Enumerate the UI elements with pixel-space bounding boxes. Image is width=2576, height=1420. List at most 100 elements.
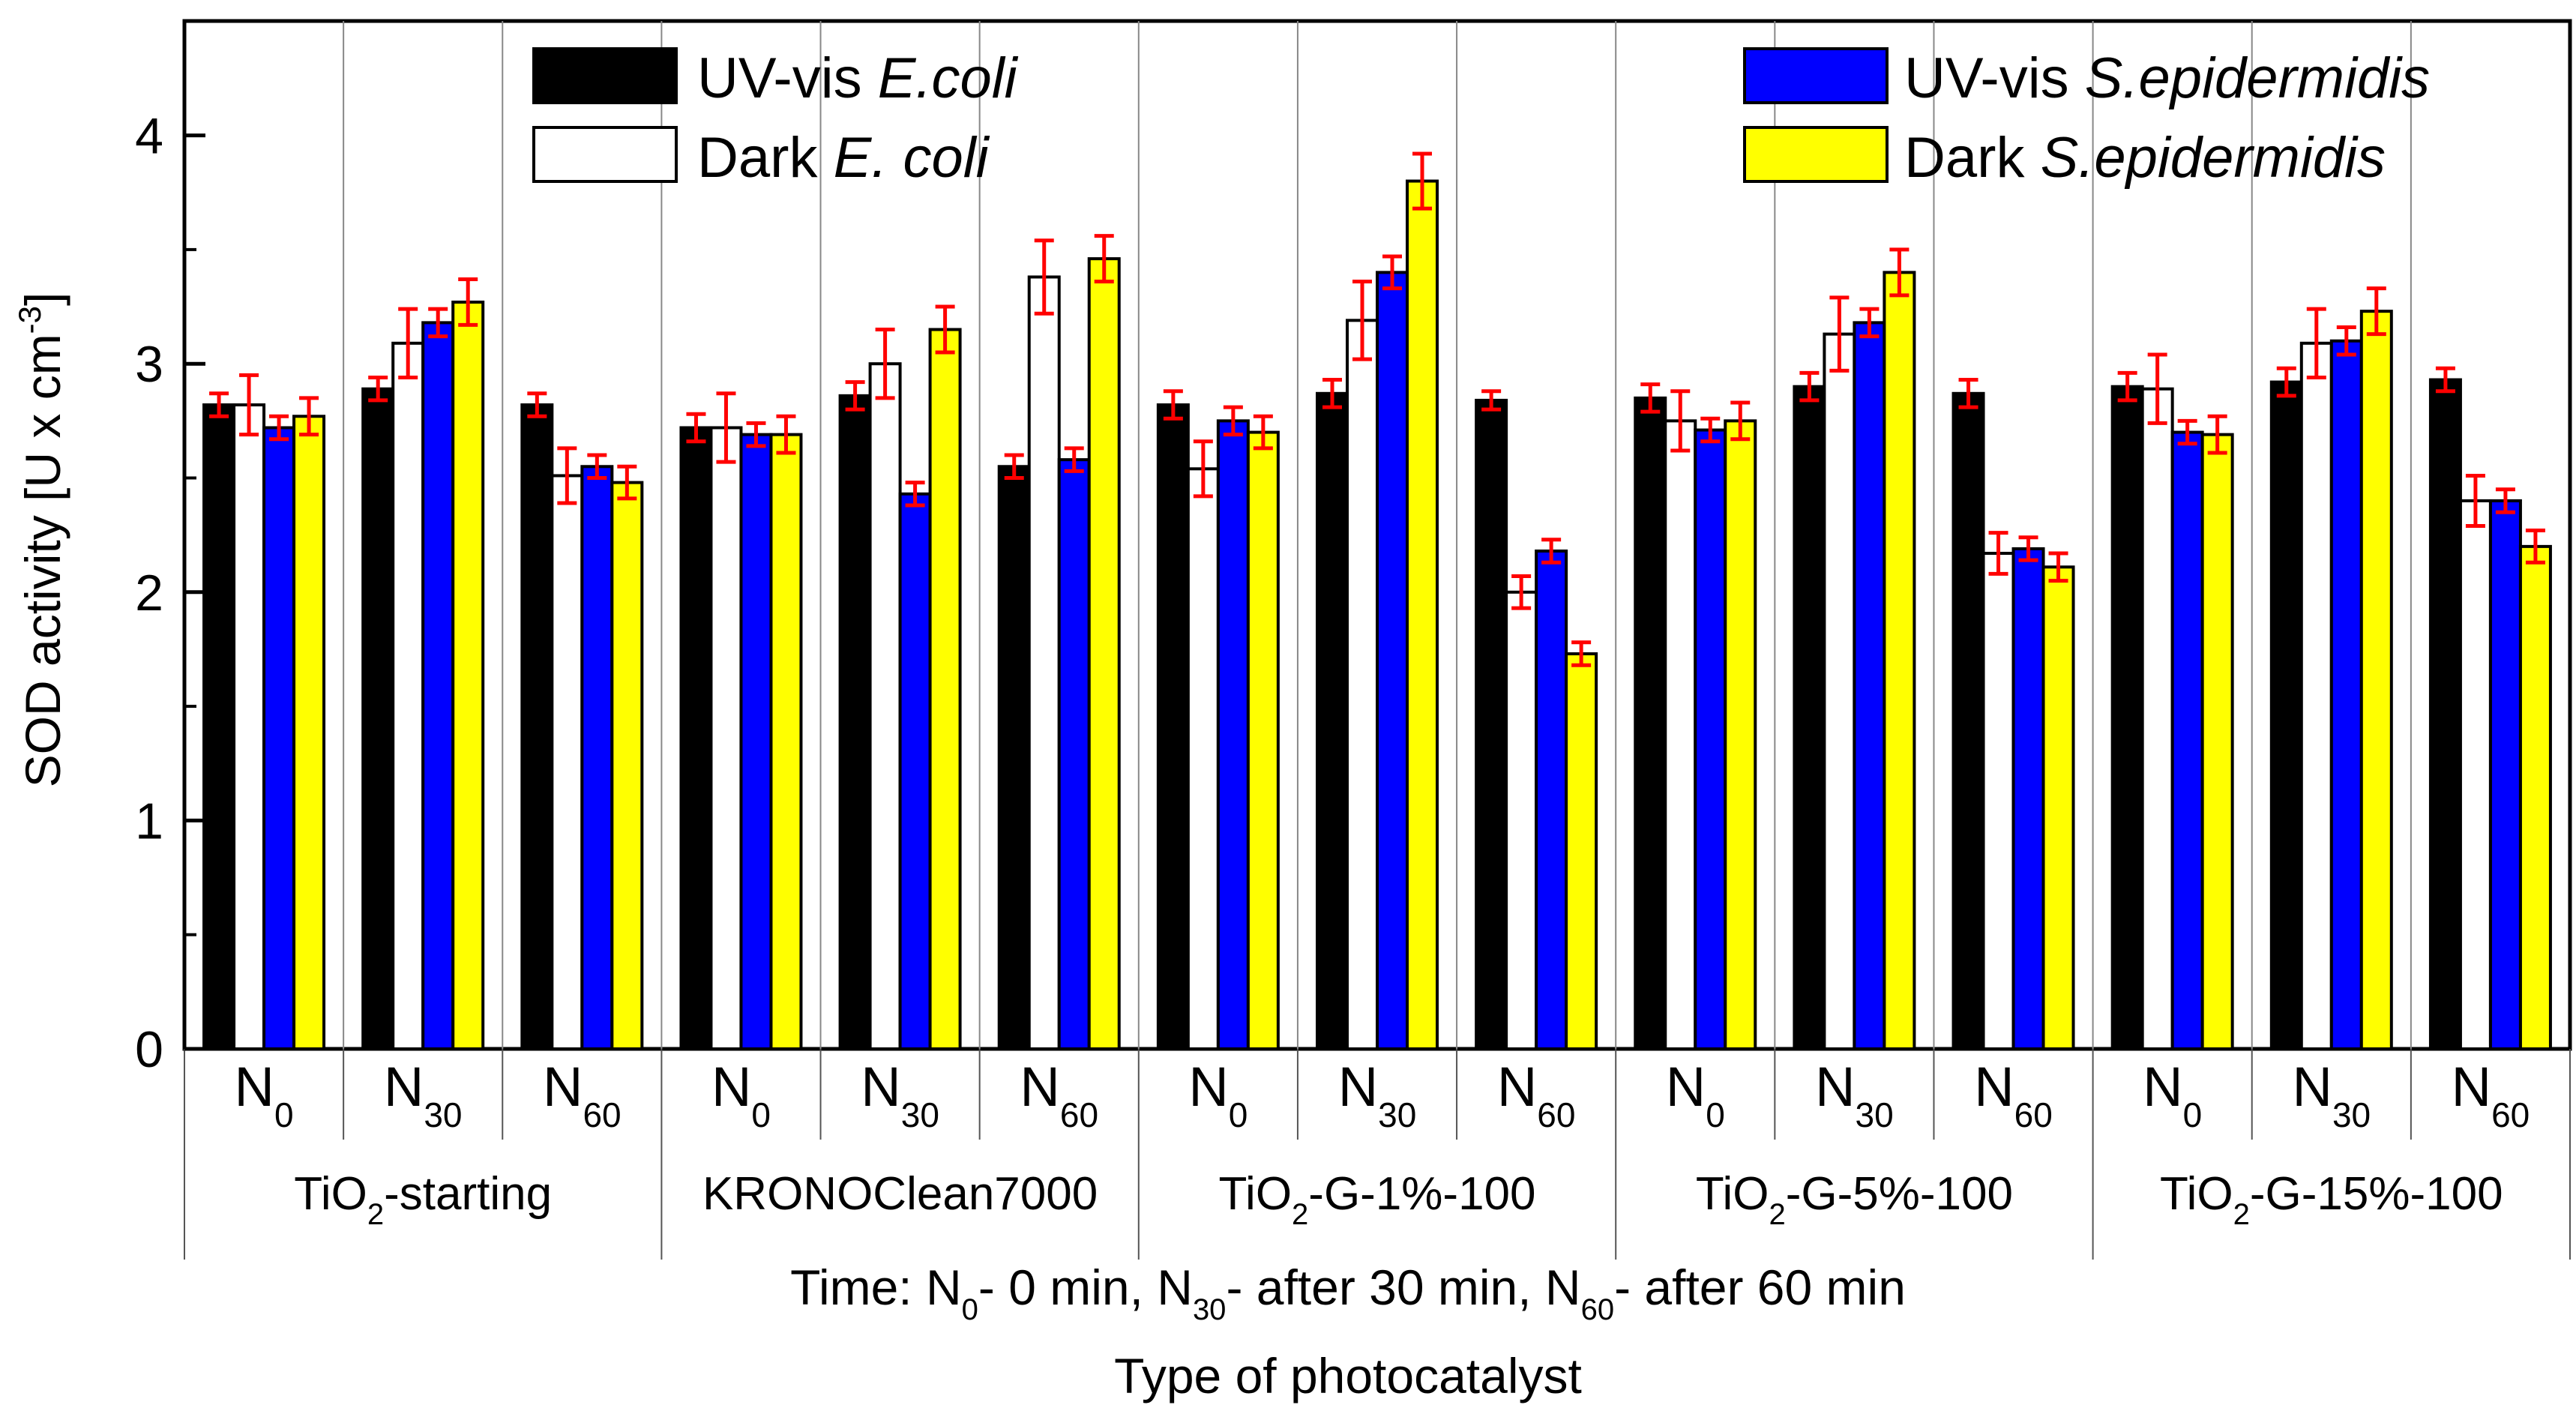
y-tick-label: 0 — [135, 1021, 163, 1078]
error-bar-2-7 — [1193, 439, 1213, 499]
error-bars — [209, 151, 2545, 667]
bar-4-7 — [1246, 430, 1280, 1050]
error-bar-1-9 — [1481, 389, 1502, 412]
error-bar-2-8 — [1352, 280, 1372, 361]
bar-2-8 — [1346, 319, 1379, 1050]
bar-3-1 — [262, 426, 296, 1050]
bar-3-4 — [739, 433, 773, 1050]
error-bar-1-8 — [1322, 378, 1342, 409]
bar-1-10 — [1634, 396, 1667, 1050]
error-bar-3-11 — [1859, 307, 1880, 339]
error-bar-3-2 — [428, 307, 448, 339]
bar-1-9 — [1475, 398, 1508, 1050]
error-bar-3-9 — [1541, 538, 1562, 565]
time-tick-label: N30 — [1338, 1056, 1417, 1134]
error-bar-3-10 — [1700, 416, 1721, 444]
error-bar-2-10 — [1670, 389, 1691, 453]
group-label: TiO2-G-15%-100 — [2160, 1168, 2503, 1231]
error-bar-1-11 — [1799, 370, 1820, 403]
bar-3-6 — [1057, 458, 1091, 1050]
y-tick-label: 4 — [135, 108, 163, 165]
error-bar-2-12 — [1988, 531, 2008, 576]
x-axis: N0 N30 N60 N0 N30 N60 N0 N30 N60 N0 N30 N60 N0 N30 N60… — [235, 1056, 2530, 1231]
time-tick-label: N30 — [384, 1056, 463, 1134]
bar-2-13 — [2140, 387, 2174, 1050]
error-bar-4-11 — [1889, 247, 1910, 298]
y-tick-label: 2 — [135, 565, 163, 622]
error-bar-2-2 — [398, 307, 418, 379]
error-bar-4-1 — [299, 396, 319, 437]
legend-label-uvvis-sepidermidis: UV-vis S.epidermidis — [1904, 46, 2430, 110]
bar-2-6 — [1027, 275, 1061, 1050]
bar-1-3 — [520, 403, 554, 1050]
time-tick-label: N0 — [2143, 1056, 2202, 1134]
bar-3-7 — [1216, 419, 1250, 1050]
error-bar-1-3 — [527, 391, 547, 418]
bar-1-7 — [1156, 403, 1190, 1050]
error-bar-2-13 — [2147, 352, 2167, 425]
error-bar-4-5 — [935, 304, 955, 355]
time-tick-label: N0 — [235, 1056, 294, 1134]
error-bar-1-6 — [1004, 453, 1024, 480]
bar-4-12 — [2041, 565, 2075, 1050]
bar-1-4 — [679, 426, 713, 1050]
error-bar-3-4 — [746, 421, 766, 448]
error-bar-2-6 — [1034, 238, 1054, 316]
error-bar-1-10 — [1640, 382, 1661, 414]
bar-3-10 — [1694, 428, 1727, 1050]
error-bar-2-11 — [1829, 295, 1850, 373]
bar-2-12 — [1981, 552, 2015, 1050]
y-tick-label: 1 — [135, 792, 163, 849]
error-bar-4-2 — [458, 277, 478, 327]
error-bar-2-4 — [716, 391, 736, 464]
bar-4-15 — [2518, 544, 2552, 1050]
bar-4-5 — [928, 328, 962, 1050]
error-bar-2-15 — [2465, 473, 2485, 528]
error-bar-1-2 — [368, 375, 388, 403]
bar-2-15 — [2458, 499, 2492, 1050]
error-bar-2-14 — [2306, 307, 2326, 379]
error-bar-3-8 — [1382, 254, 1402, 291]
bar-2-14 — [2299, 341, 2333, 1050]
legend-ecoli: UV-vis E.coli Dark E. coli — [532, 46, 1019, 190]
bar-3-12 — [2011, 547, 2045, 1050]
error-bar-3-14 — [2336, 325, 2356, 357]
bar-3-9 — [1535, 549, 1568, 1050]
time-tick-label: N60 — [1020, 1056, 1098, 1134]
time-note: Time: N0- 0 min, N30- after 30 min, N60-… — [790, 1260, 1906, 1326]
y-axis-title: SOD activity [U x cm-3] — [12, 292, 70, 788]
bar-1-12 — [1951, 391, 1985, 1050]
bar-1-5 — [838, 394, 872, 1050]
error-bar-1-7 — [1163, 389, 1183, 421]
error-bar-3-6 — [1064, 446, 1084, 473]
bar-2-7 — [1186, 467, 1220, 1050]
error-bar-1-5 — [845, 380, 865, 412]
bar-3-2 — [421, 321, 455, 1050]
bar-4-1 — [292, 415, 326, 1050]
group-separators — [184, 21, 2571, 1260]
time-tick-label: N60 — [2452, 1056, 2530, 1134]
legend-label-dark-ecoli: Dark E. coli — [697, 126, 990, 190]
bar-1-15 — [2428, 378, 2462, 1051]
bar-4-11 — [1883, 271, 1916, 1050]
time-tick-label: N30 — [2292, 1056, 2371, 1134]
error-bar-1-1 — [209, 391, 229, 418]
time-tick-label: N30 — [1815, 1056, 1894, 1134]
group-label: TiO2-G-1%-100 — [1218, 1168, 1535, 1231]
error-bar-4-14 — [2366, 286, 2386, 337]
y-tick-label: 3 — [135, 336, 163, 393]
error-bar-4-9 — [1571, 640, 1592, 667]
error-bar-4-7 — [1253, 414, 1273, 451]
y-axis: 0 1 2 3 4 — [135, 19, 205, 1078]
error-bar-3-12 — [2018, 535, 2038, 562]
error-bar-2-9 — [1511, 574, 1532, 610]
error-bar-1-12 — [1958, 378, 1978, 409]
bar-2-2 — [391, 341, 425, 1050]
group-label: TiO2-starting — [294, 1168, 552, 1231]
bar-2-4 — [709, 426, 743, 1050]
bar-2-11 — [1823, 332, 1856, 1050]
error-bar-4-10 — [1730, 400, 1751, 442]
error-bar-4-15 — [2525, 529, 2545, 565]
legend-sepidermidis: UV-vis S.epidermidis Dark S.epidermidis — [1743, 46, 2430, 190]
